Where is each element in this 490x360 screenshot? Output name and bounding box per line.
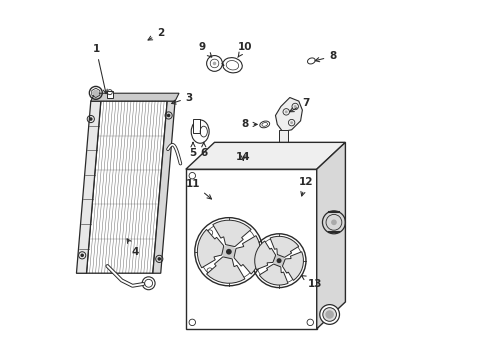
Polygon shape <box>213 220 251 247</box>
Text: 6: 6 <box>200 142 207 158</box>
Polygon shape <box>234 236 260 274</box>
Circle shape <box>213 62 216 65</box>
Circle shape <box>274 255 285 266</box>
Polygon shape <box>207 257 245 283</box>
Circle shape <box>167 114 171 117</box>
Polygon shape <box>270 237 299 257</box>
Polygon shape <box>255 241 276 270</box>
Polygon shape <box>153 101 175 273</box>
Text: 8: 8 <box>242 120 257 129</box>
Polygon shape <box>275 98 302 132</box>
Polygon shape <box>91 93 179 101</box>
Polygon shape <box>87 101 167 273</box>
Ellipse shape <box>308 58 315 64</box>
Text: 3: 3 <box>172 93 193 104</box>
Circle shape <box>89 117 93 121</box>
Circle shape <box>285 111 288 113</box>
Text: 1: 1 <box>93 44 107 94</box>
Text: 7: 7 <box>290 98 310 112</box>
Polygon shape <box>259 264 288 285</box>
Text: 8: 8 <box>315 51 337 62</box>
Text: 10: 10 <box>238 42 252 57</box>
Polygon shape <box>76 101 101 273</box>
Text: 13: 13 <box>301 276 322 289</box>
Circle shape <box>93 90 99 96</box>
Circle shape <box>222 245 235 258</box>
Circle shape <box>325 310 334 319</box>
Bar <box>279 130 288 142</box>
Bar <box>107 91 113 98</box>
Text: 9: 9 <box>198 42 212 57</box>
Ellipse shape <box>260 121 270 128</box>
Text: 14: 14 <box>236 152 250 162</box>
Polygon shape <box>186 142 345 169</box>
Circle shape <box>157 257 161 261</box>
Circle shape <box>276 258 282 263</box>
Bar <box>193 119 200 134</box>
Ellipse shape <box>320 305 340 324</box>
Polygon shape <box>197 229 224 268</box>
Text: 11: 11 <box>186 179 212 199</box>
Polygon shape <box>282 252 303 280</box>
Ellipse shape <box>323 308 337 321</box>
Bar <box>186 169 317 329</box>
Text: 5: 5 <box>189 142 196 158</box>
Circle shape <box>80 253 84 257</box>
Polygon shape <box>317 142 345 329</box>
Text: 2: 2 <box>148 28 164 40</box>
Circle shape <box>294 105 296 108</box>
Text: 12: 12 <box>299 177 313 196</box>
Circle shape <box>290 121 293 124</box>
Text: 4: 4 <box>127 239 139 257</box>
Ellipse shape <box>222 58 242 73</box>
Circle shape <box>226 249 232 255</box>
Ellipse shape <box>191 120 209 143</box>
Circle shape <box>331 220 337 225</box>
